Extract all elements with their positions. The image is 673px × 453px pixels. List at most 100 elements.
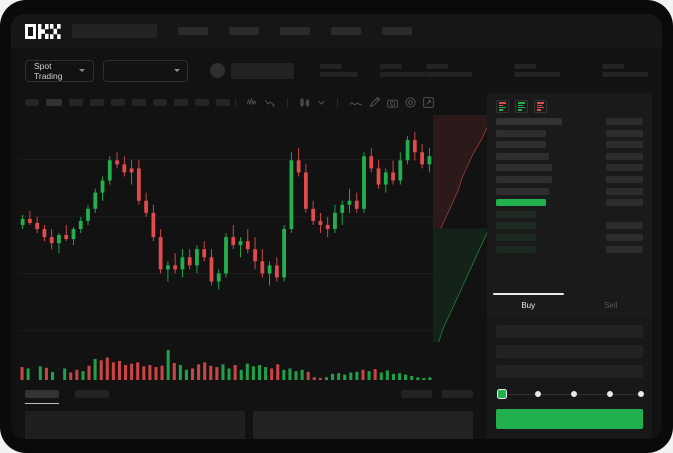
order-book-price-row[interactable] (496, 222, 536, 230)
submit-buy-button[interactable] (496, 409, 643, 429)
timeframe-button[interactable] (174, 99, 188, 106)
orderbook-both-icon[interactable] (496, 100, 509, 113)
order-entry-form (487, 317, 652, 439)
trading-pair-dropdown[interactable] (103, 59, 188, 82)
okx-logo[interactable] (25, 23, 61, 39)
timeframe-list (25, 99, 230, 106)
timeframe-button[interactable] (90, 99, 104, 106)
order-book-price-column (496, 118, 562, 253)
slider-track (500, 393, 640, 395)
nav-item-1[interactable] (178, 27, 208, 35)
bottom-action-2[interactable] (442, 390, 473, 398)
order-book-amount-row (606, 118, 643, 125)
settings-gear-icon[interactable] (405, 97, 416, 108)
orderbook-bids-icon[interactable] (515, 100, 528, 113)
nav-item-3[interactable] (280, 27, 310, 35)
bottom-panel-left[interactable] (25, 411, 245, 439)
stat-value (602, 72, 648, 77)
order-book-price-row[interactable] (496, 175, 552, 183)
candlestick-icon[interactable] (300, 98, 311, 107)
coin-price-group (210, 62, 294, 79)
slider-stop-100[interactable] (637, 391, 644, 397)
order-price-input[interactable] (496, 325, 643, 338)
app-screen: Spot Trading (11, 14, 662, 439)
timeframe-button[interactable] (25, 99, 39, 106)
bottom-tab-active[interactable] (25, 390, 59, 405)
chart-type-icon[interactable] (265, 98, 275, 107)
pencil-icon[interactable] (369, 97, 380, 108)
slider-handle[interactable] (497, 389, 507, 399)
fullscreen-icon[interactable] (423, 97, 434, 108)
volume-histogram[interactable] (19, 344, 433, 384)
order-book-amount-row (606, 175, 643, 183)
timeframe-button[interactable] (69, 99, 83, 106)
slider-stop-25[interactable] (534, 391, 541, 397)
slider-stop-50[interactable] (570, 391, 577, 397)
order-book-price-row[interactable] (496, 118, 562, 125)
bottom-tab-label (75, 390, 109, 398)
order-book-price-row[interactable] (496, 233, 536, 241)
order-total-input[interactable] (496, 365, 643, 378)
order-book-price-row[interactable] (496, 152, 549, 160)
bottom-content-panels (11, 398, 487, 439)
timeframe-button[interactable] (216, 99, 230, 106)
spot-trading-dropdown[interactable]: Spot Trading (25, 59, 95, 82)
spot-trading-label: Spot Trading (34, 60, 63, 81)
stat-item (426, 64, 472, 77)
order-book-amount-row (606, 199, 643, 207)
timeframe-button[interactable] (132, 99, 146, 106)
order-book-price-row[interactable] (496, 141, 546, 149)
stat-value (514, 72, 560, 77)
stat-label (602, 64, 624, 69)
order-book-amount-row (606, 129, 643, 137)
order-book-price-row[interactable] (496, 164, 552, 172)
slider-stop-75[interactable] (607, 391, 614, 397)
camera-icon[interactable] (387, 98, 398, 108)
stat-item (380, 64, 426, 77)
bottom-panel-right[interactable] (253, 411, 473, 439)
nav-item-4[interactable] (331, 27, 361, 35)
market-stats-primary (320, 64, 426, 77)
tab-buy[interactable]: Buy (487, 293, 570, 317)
order-book-price-row[interactable] (496, 199, 546, 207)
candlestick-chart[interactable] (19, 114, 433, 342)
order-amount-input[interactable] (496, 345, 643, 358)
market-stats-secondary (426, 64, 648, 77)
nav-item-5[interactable] (382, 27, 412, 35)
stat-label (514, 64, 536, 69)
timeframe-button-active[interactable] (46, 99, 62, 106)
order-book-price-row[interactable] (496, 210, 536, 218)
orderbook-asks-icon[interactable] (534, 100, 547, 113)
timeframe-button[interactable] (153, 99, 167, 106)
search-input[interactable] (72, 24, 157, 38)
stat-item (602, 64, 648, 77)
nav-item-2[interactable] (229, 27, 259, 35)
bottom-tabs (11, 384, 487, 405)
line-chart-icon[interactable] (350, 99, 362, 107)
stat-label (320, 64, 342, 69)
order-book-price-row[interactable] (496, 129, 546, 137)
bottom-action-1[interactable] (401, 390, 432, 398)
order-book-price-row[interactable] (496, 245, 536, 253)
stat-item (514, 64, 560, 77)
indicator-icon[interactable] (247, 98, 258, 107)
order-book-panel (487, 93, 652, 293)
bottom-tab[interactable] (75, 390, 109, 398)
chevron-down-icon[interactable] (318, 100, 325, 105)
order-amount-slider[interactable] (497, 388, 644, 400)
logo-letter-o (25, 23, 36, 39)
timeframe-button[interactable] (195, 99, 209, 106)
order-book-columns (487, 118, 652, 253)
chart-toolbar (11, 93, 662, 112)
order-book-amount-row (606, 211, 643, 218)
order-book-price-row[interactable] (496, 187, 549, 195)
timeframe-button[interactable] (111, 99, 125, 106)
market-info-bar: Spot Trading (11, 48, 662, 93)
chevron-down-icon (79, 69, 86, 72)
last-price-value (231, 62, 294, 79)
chart-tool-icons (247, 97, 434, 108)
order-book-amount-column (606, 118, 643, 253)
divider (287, 98, 288, 107)
order-book-amount-row (606, 187, 643, 195)
tab-sell[interactable]: Sell (570, 293, 653, 317)
